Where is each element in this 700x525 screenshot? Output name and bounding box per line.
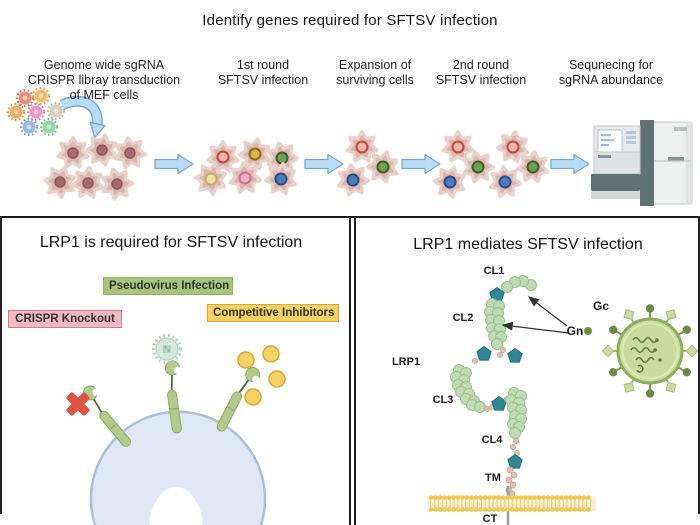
expanded-cells-group-icon xyxy=(430,127,552,202)
lrp1-chain-icon xyxy=(450,275,537,525)
flow-arrow-4-icon xyxy=(550,153,590,175)
gn-protein-dot-icon xyxy=(584,327,592,335)
cell-membrane-icon xyxy=(89,410,267,525)
crispr-knockout-label: CRISPR Knockout xyxy=(8,310,122,328)
step-label-library: Genome wide sgRNA CRISPR libray transduc… xyxy=(27,58,181,102)
lrp1-label: LRP1 xyxy=(391,356,421,368)
transduction-curved-arrow-icon xyxy=(59,95,106,139)
sftsv-virion-icon xyxy=(601,303,699,399)
cl1-label: CL1 xyxy=(483,265,505,277)
transduced-cells-group-icon xyxy=(190,134,302,199)
cl3-label: CL3 xyxy=(432,394,454,406)
flow-arrow-3-icon xyxy=(401,153,441,175)
panel-border-left xyxy=(0,216,2,514)
tm-label: TM xyxy=(485,472,501,484)
gc-label: Gc xyxy=(592,299,610,313)
competitive-inhibitors-label: Competitive Inhibitors xyxy=(207,304,339,322)
bottom-left-title: LRP1 is required for SFTSV infection xyxy=(39,234,303,251)
top-panel-title: Identify genes required for SFTSV infect… xyxy=(202,12,498,29)
sgrna-library-icon xyxy=(6,86,66,137)
flow-arrow-1-icon xyxy=(154,153,194,175)
gn-label: Gn xyxy=(566,324,584,338)
pseudovirus-icon xyxy=(151,333,183,365)
cl4-label: CL4 xyxy=(481,434,503,446)
step-label-second-round: 2nd round SFTSV infection xyxy=(435,58,527,87)
panel-border-right xyxy=(698,216,700,514)
bottom-right-title: LRP1 mediates SFTSV infection xyxy=(413,236,643,253)
step-label-expansion: Expansion of surviving cells xyxy=(336,58,414,87)
binding-arrows-icon xyxy=(501,296,570,334)
surviving-cells-group-icon xyxy=(334,130,403,198)
step-label-first-round: 1st round SFTSV infection xyxy=(217,58,309,87)
red-x-knockout-icon xyxy=(66,392,90,416)
divider-vertical-left xyxy=(349,216,351,525)
cl2-label: CL2 xyxy=(452,312,474,324)
lipid-membrane-icon xyxy=(428,495,596,512)
pseudovirus-infection-label: Pseudovirus Infection xyxy=(103,277,233,295)
flow-arrow-2-icon xyxy=(304,153,344,175)
mef-cells-group-icon xyxy=(42,132,147,201)
sequencer-icon xyxy=(591,120,693,206)
step-label-sequencing: Sequnecing for sgRNA abundance xyxy=(558,58,664,87)
ct-label: CT xyxy=(482,513,498,525)
competitive-inhibitor-circles-icon xyxy=(237,345,286,406)
divider-vertical-right xyxy=(354,216,356,525)
